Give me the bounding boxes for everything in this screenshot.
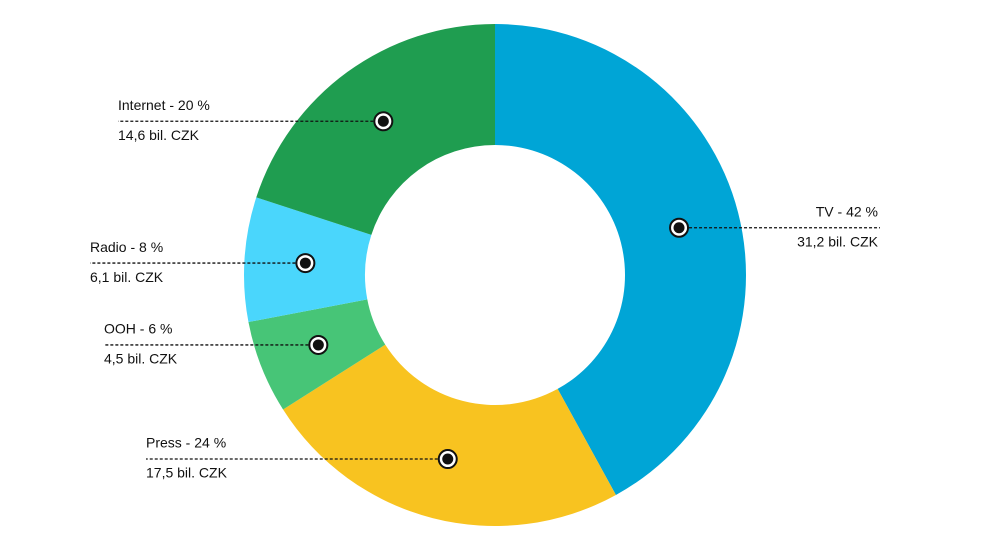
amount-label: 4,5 bil. CZK <box>104 351 178 367</box>
marker-dot <box>377 115 389 127</box>
marker-dot <box>673 222 685 234</box>
amount-label: 6,1 bil. CZK <box>90 269 164 285</box>
donut-slice <box>256 24 495 235</box>
value-label: TV - 42 % <box>816 203 878 219</box>
value-label: Press - 24 % <box>146 435 226 451</box>
donut-slice <box>283 344 616 527</box>
amount-label: 14,6 bil. CZK <box>118 127 200 143</box>
donut-slice <box>495 24 747 495</box>
value-label: OOH - 6 % <box>104 321 172 337</box>
marker-dot <box>312 339 324 351</box>
value-label: Internet - 20 % <box>118 97 210 113</box>
amount-label: 31,2 bil. CZK <box>797 233 879 249</box>
marker-dot <box>442 453 454 465</box>
value-label: Radio - 8 % <box>90 239 163 255</box>
amount-label: 17,5 bil. CZK <box>146 465 228 481</box>
marker-dot <box>299 257 311 269</box>
